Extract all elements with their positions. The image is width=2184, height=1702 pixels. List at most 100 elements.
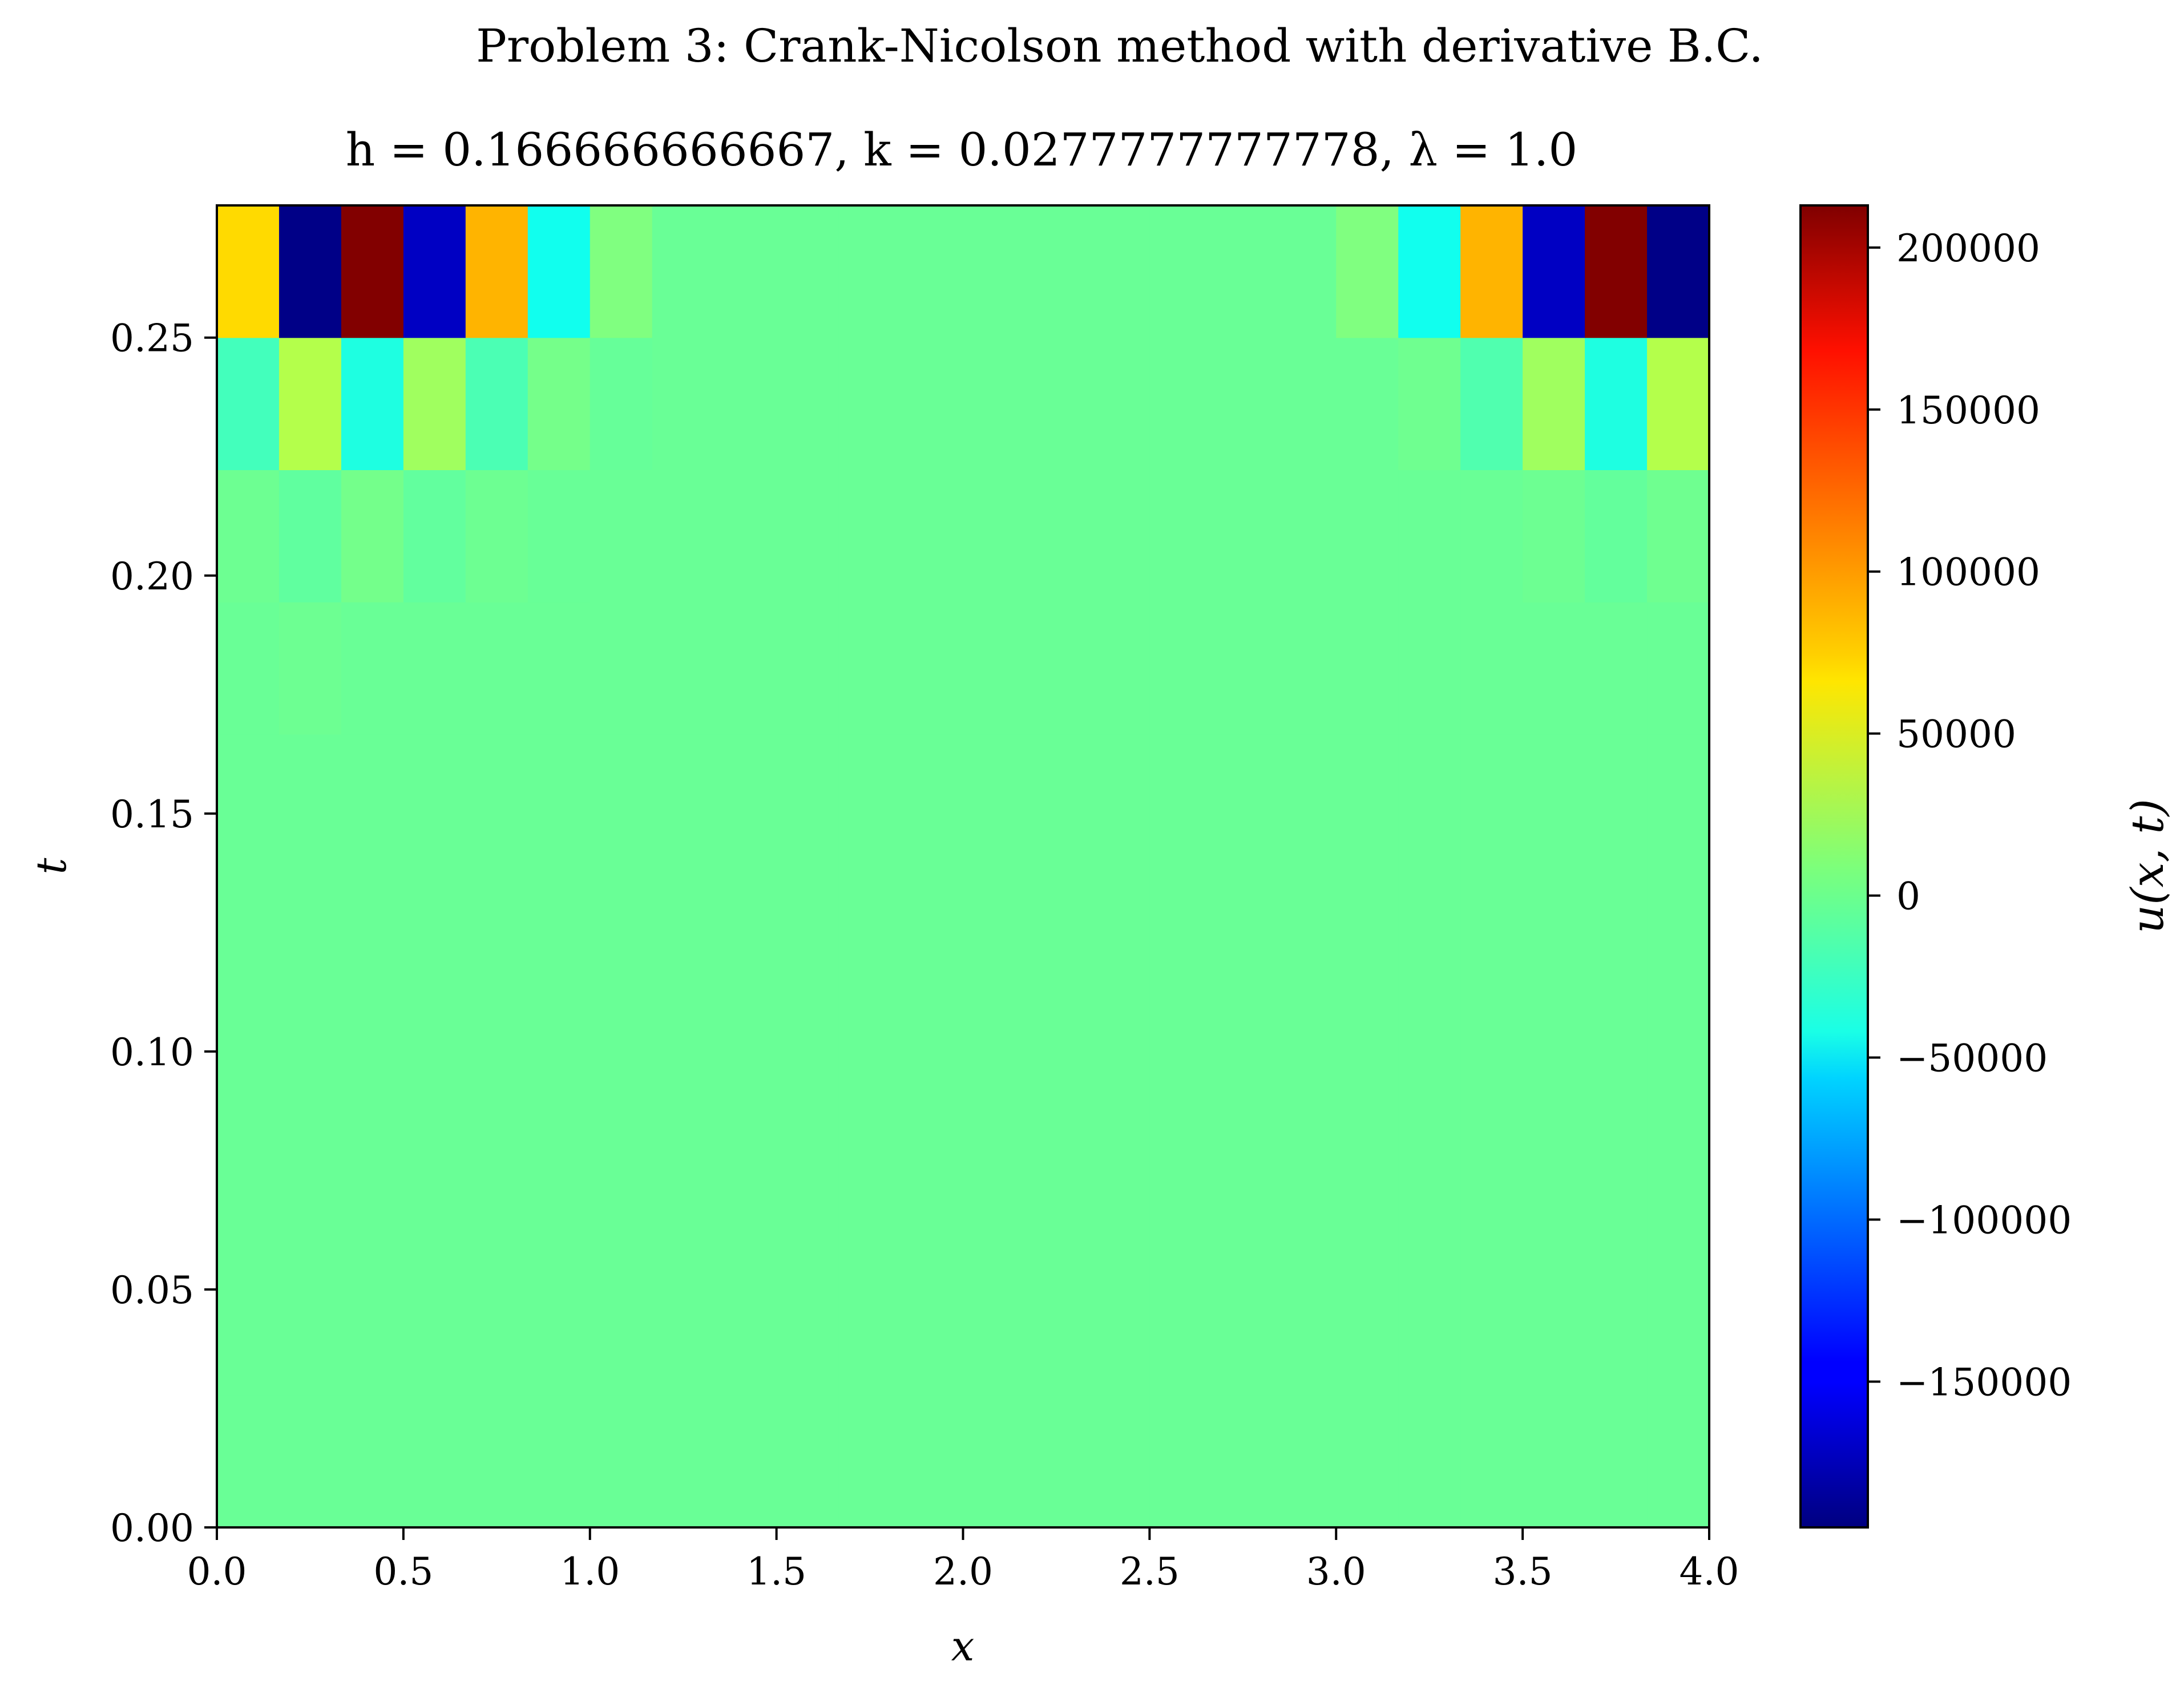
heatmap-cell bbox=[278, 734, 342, 867]
heatmap-cell bbox=[1336, 337, 1399, 471]
heatmap-cell bbox=[1274, 1395, 1337, 1528]
heatmap-cell bbox=[838, 1395, 902, 1528]
heatmap-cell bbox=[1398, 1395, 1461, 1528]
heatmap-cell bbox=[652, 205, 715, 338]
heatmap-cell bbox=[590, 205, 653, 338]
heatmap-cell bbox=[403, 1130, 466, 1264]
heatmap-cell bbox=[776, 602, 839, 735]
heatmap-cell bbox=[590, 1395, 653, 1528]
heatmap-cell bbox=[901, 1395, 964, 1528]
heatmap-cell bbox=[465, 602, 528, 735]
y-tick-label: 0.25 bbox=[110, 317, 194, 361]
heatmap-cell bbox=[1398, 1130, 1461, 1264]
heatmap-cell bbox=[217, 205, 280, 338]
heatmap-cell bbox=[527, 1395, 591, 1528]
heatmap-cell bbox=[838, 734, 902, 867]
heatmap-cell bbox=[217, 1395, 280, 1528]
heatmap-cell bbox=[963, 470, 1026, 603]
heatmap-cell bbox=[1274, 998, 1337, 1131]
heatmap-cell bbox=[1336, 1130, 1399, 1264]
heatmap-cell bbox=[1149, 1263, 1212, 1396]
heatmap-cell bbox=[1647, 998, 1710, 1131]
heatmap-cell bbox=[278, 998, 342, 1131]
figure-suptitle: Problem 3: Crank-Nicolson method with de… bbox=[476, 19, 1763, 72]
heatmap-cell bbox=[527, 470, 591, 603]
heatmap-cell bbox=[1212, 337, 1274, 471]
heatmap-cell bbox=[1149, 337, 1212, 471]
heatmap-cell bbox=[838, 1263, 902, 1396]
heatmap-cell bbox=[1585, 602, 1648, 735]
heatmap-cell bbox=[1025, 470, 1088, 603]
heatmap-cell bbox=[1460, 866, 1523, 999]
heatmap-cell bbox=[1212, 866, 1274, 999]
heatmap-cell bbox=[1523, 602, 1585, 735]
heatmap-cell bbox=[1336, 866, 1399, 999]
heatmap-cell bbox=[278, 1263, 342, 1396]
heatmap-cell bbox=[465, 337, 528, 471]
heatmap-cell bbox=[527, 205, 591, 338]
heatmap-cell bbox=[963, 602, 1026, 735]
heatmap-cell bbox=[590, 998, 653, 1131]
x-tick-label: 2.5 bbox=[1120, 1550, 1180, 1594]
heatmap-cell bbox=[1585, 866, 1648, 999]
heatmap-cell bbox=[963, 866, 1026, 999]
heatmap-cell bbox=[1025, 602, 1088, 735]
heatmap-cell bbox=[776, 734, 839, 867]
heatmap-cell bbox=[714, 1395, 777, 1528]
heatmap-cell bbox=[278, 337, 342, 471]
heatmap-cell bbox=[714, 602, 777, 735]
heatmap-cell bbox=[1087, 734, 1150, 867]
heatmap-cell bbox=[1647, 866, 1710, 999]
heatmap-cell bbox=[403, 1395, 466, 1528]
heatmap-cell bbox=[1149, 998, 1212, 1131]
heatmap-cell bbox=[1087, 1395, 1150, 1528]
heatmap-cell bbox=[963, 205, 1026, 338]
heatmap-cell bbox=[527, 1263, 591, 1396]
heatmap-cell bbox=[1087, 470, 1150, 603]
heatmap-cell bbox=[1212, 1263, 1274, 1396]
heatmap-cell bbox=[217, 1130, 280, 1264]
heatmap-cell bbox=[1025, 866, 1088, 999]
heatmap-cell bbox=[1212, 470, 1274, 603]
heatmap-cell bbox=[403, 866, 466, 999]
heatmap-cell bbox=[901, 1130, 964, 1264]
heatmap-cell bbox=[1585, 470, 1648, 603]
heatmap-cell bbox=[465, 470, 528, 603]
heatmap-cell bbox=[527, 1130, 591, 1264]
heatmap-cell bbox=[1398, 205, 1461, 338]
heatmap-cell bbox=[714, 470, 777, 603]
heatmap-cell bbox=[403, 337, 466, 471]
heatmap-cell bbox=[1149, 1130, 1212, 1264]
heatmap-cell bbox=[652, 602, 715, 735]
heatmap-cell bbox=[776, 205, 839, 338]
x-tick-label: 4.0 bbox=[1680, 1550, 1739, 1594]
heatmap-cell bbox=[341, 1130, 404, 1264]
heatmap-cell bbox=[1087, 205, 1150, 338]
heatmap-cell bbox=[278, 205, 342, 338]
y-axis: 0.00 0.05 0.10 0.15 0.20 0.25 bbox=[110, 317, 217, 1550]
heatmap-cell bbox=[1212, 1395, 1274, 1528]
heatmap-cell bbox=[901, 998, 964, 1131]
y-tick-label: 0.05 bbox=[110, 1268, 194, 1312]
colorbar-tick-label: 150000 bbox=[1896, 389, 2040, 432]
heatmap-cell bbox=[1460, 998, 1523, 1131]
heatmap-cell bbox=[1523, 998, 1585, 1131]
heatmap-cell bbox=[341, 1263, 404, 1396]
heatmap-cell bbox=[1149, 470, 1212, 603]
heatmap-cell bbox=[465, 1395, 528, 1528]
heatmap-cell bbox=[590, 602, 653, 735]
heatmap-cell bbox=[776, 866, 839, 999]
heatmap-cell bbox=[527, 337, 591, 471]
x-tick-label: 0.0 bbox=[187, 1550, 247, 1594]
heatmap-cell bbox=[838, 470, 902, 603]
heatmap-cell bbox=[1585, 1395, 1648, 1528]
heatmap-cell bbox=[652, 866, 715, 999]
heatmap-cell bbox=[1398, 734, 1461, 867]
heatmap-cell bbox=[1585, 337, 1648, 471]
heatmap-cell bbox=[1025, 1263, 1088, 1396]
heatmap-cells bbox=[217, 205, 1710, 1528]
x-tick-label: 1.0 bbox=[560, 1550, 620, 1594]
heatmap-cell bbox=[1274, 866, 1337, 999]
heatmap-cell bbox=[1274, 1263, 1337, 1396]
